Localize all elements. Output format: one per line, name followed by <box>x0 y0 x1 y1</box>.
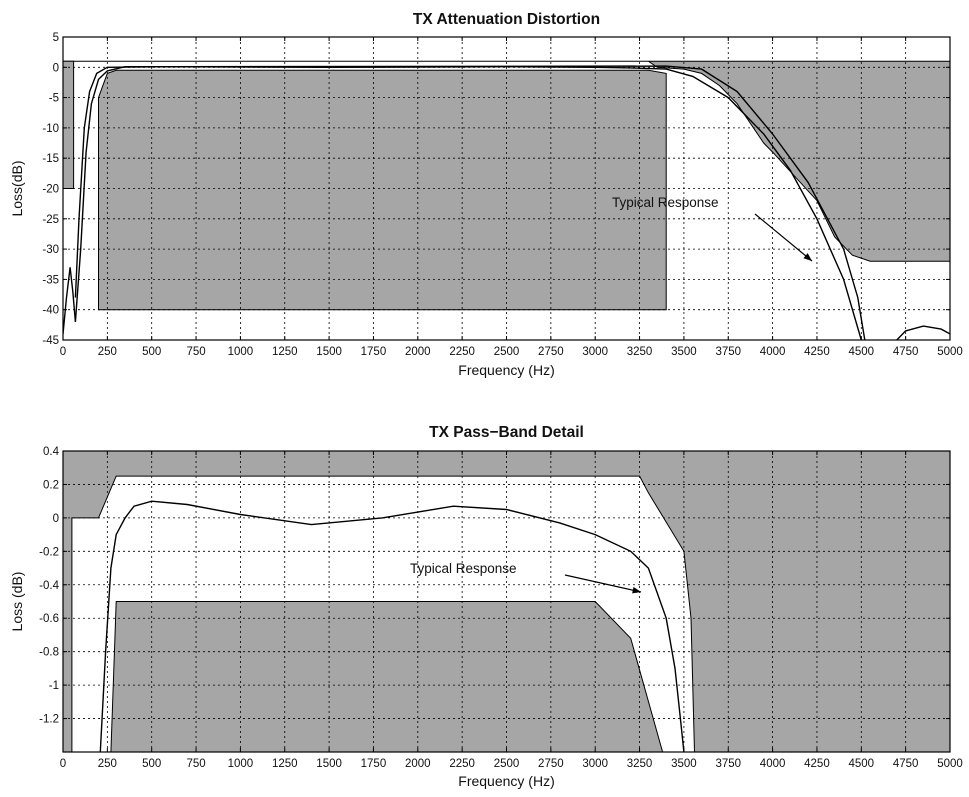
x-tick-label: 3000 <box>582 758 608 770</box>
x-tick-label: 1500 <box>316 346 342 358</box>
y-tick-label: -0.4 <box>39 580 59 592</box>
mask-lower-limit <box>110 601 664 752</box>
y-tick-label: -5 <box>49 93 59 105</box>
mask-pass-band-lower-limit <box>98 69 667 311</box>
mask-low-frequency-limit <box>63 60 75 189</box>
x-tick-label: 250 <box>98 346 117 358</box>
x-tick-label: 3750 <box>715 758 741 770</box>
x-tick-label: 4250 <box>804 346 830 358</box>
y-tick-label: -30 <box>42 244 59 256</box>
x-tick-label: 1500 <box>316 758 342 770</box>
y-axis-label: Loss(dB) <box>9 160 25 216</box>
x-tick-label: 2250 <box>449 346 475 358</box>
x-tick-label: 2000 <box>405 346 431 358</box>
x-tick-label: 2250 <box>449 758 475 770</box>
x-tick-label: 2500 <box>494 346 520 358</box>
x-tick-label: 750 <box>186 346 205 358</box>
x-tick-label: 4500 <box>849 758 875 770</box>
y-tick-label: 0 <box>53 62 59 74</box>
series-line-4 <box>896 325 950 340</box>
x-tick-label: 3250 <box>627 346 653 358</box>
x-tick-label: 5000 <box>937 346 963 358</box>
x-tick-label: 1000 <box>228 346 254 358</box>
plot-area <box>63 451 950 752</box>
y-tick-label: 5 <box>53 32 59 44</box>
x-tick-label: 3500 <box>671 346 697 358</box>
x-tick-label: 1000 <box>228 758 254 770</box>
y-tick-label: -40 <box>42 305 59 317</box>
y-tick-label: 0.2 <box>43 479 59 491</box>
x-tick-label: 500 <box>142 346 161 358</box>
x-tick-label: 4000 <box>760 346 786 358</box>
y-tick-label: -45 <box>42 335 59 347</box>
annotation-arrow-line <box>754 213 813 262</box>
x-tick-label: 0 <box>60 758 66 770</box>
annotation-arrow-line <box>564 574 642 593</box>
x-tick-label: 4000 <box>760 758 786 770</box>
x-tick-label: 3250 <box>627 758 653 770</box>
y-tick-label: -0.6 <box>39 613 59 625</box>
x-tick-label: 2750 <box>538 346 564 358</box>
y-tick-label: -25 <box>42 214 59 226</box>
y-tick-label: -1 <box>49 680 59 692</box>
x-tick-label: 0 <box>60 346 66 358</box>
chart-title: TX Attenuation Distortion <box>413 11 600 28</box>
x-tick-label: 3500 <box>671 758 697 770</box>
plot-area <box>63 37 950 340</box>
x-tick-label: 250 <box>98 758 117 770</box>
x-tick-label: 1250 <box>272 758 298 770</box>
chart-2: 0 250 500 750 1000 1250 1500 1750 2000 2250 2500 27… <box>9 424 963 789</box>
x-tick-label: 2750 <box>538 758 564 770</box>
x-tick-label: 4750 <box>893 758 919 770</box>
x-tick-label: 750 <box>186 758 205 770</box>
series-line-1 <box>99 500 685 752</box>
y-tick-label: -0.8 <box>39 647 59 659</box>
y-tick-label: 0.4 <box>43 446 60 458</box>
y-tick-label: -0.2 <box>39 546 59 558</box>
y-tick-label: 0 <box>53 513 59 525</box>
y-tick-label: -10 <box>42 123 59 135</box>
series-line-1 <box>74 65 862 340</box>
annotation-label: Typical Response <box>410 561 517 576</box>
chart-title: TX Pass−Band Detail <box>429 424 584 441</box>
x-axis-label: Frequency (Hz) <box>458 362 554 378</box>
y-tick-label: -20 <box>42 184 59 196</box>
x-tick-label: 1750 <box>361 758 387 770</box>
x-tick-label: 5000 <box>937 758 963 770</box>
x-tick-label: 3750 <box>715 346 741 358</box>
x-tick-label: 2000 <box>405 758 431 770</box>
annotation-arrow-head <box>632 586 641 594</box>
x-tick-label: 4500 <box>849 346 875 358</box>
y-axis-label: Loss (dB) <box>9 572 25 632</box>
series-line-2 <box>74 65 866 340</box>
y-tick-label: -15 <box>42 153 59 165</box>
x-tick-label: 3000 <box>582 346 608 358</box>
x-axis-label: Frequency (Hz) <box>458 773 554 789</box>
x-tick-label: 500 <box>142 758 161 770</box>
x-tick-label: 1250 <box>272 346 298 358</box>
x-tick-label: 4750 <box>893 346 919 358</box>
y-tick-label: -1.2 <box>39 714 59 726</box>
chart-1: 0 250 500 750 1000 1250 1500 1750 2000 2250 2500 27… <box>9 11 963 378</box>
annotation-label: Typical Response <box>612 195 719 210</box>
x-tick-label: 2500 <box>494 758 520 770</box>
x-tick-label: 1750 <box>361 346 387 358</box>
annotation-arrow-head <box>803 253 812 261</box>
x-tick-label: 4250 <box>804 758 830 770</box>
y-tick-label: -35 <box>42 274 59 286</box>
